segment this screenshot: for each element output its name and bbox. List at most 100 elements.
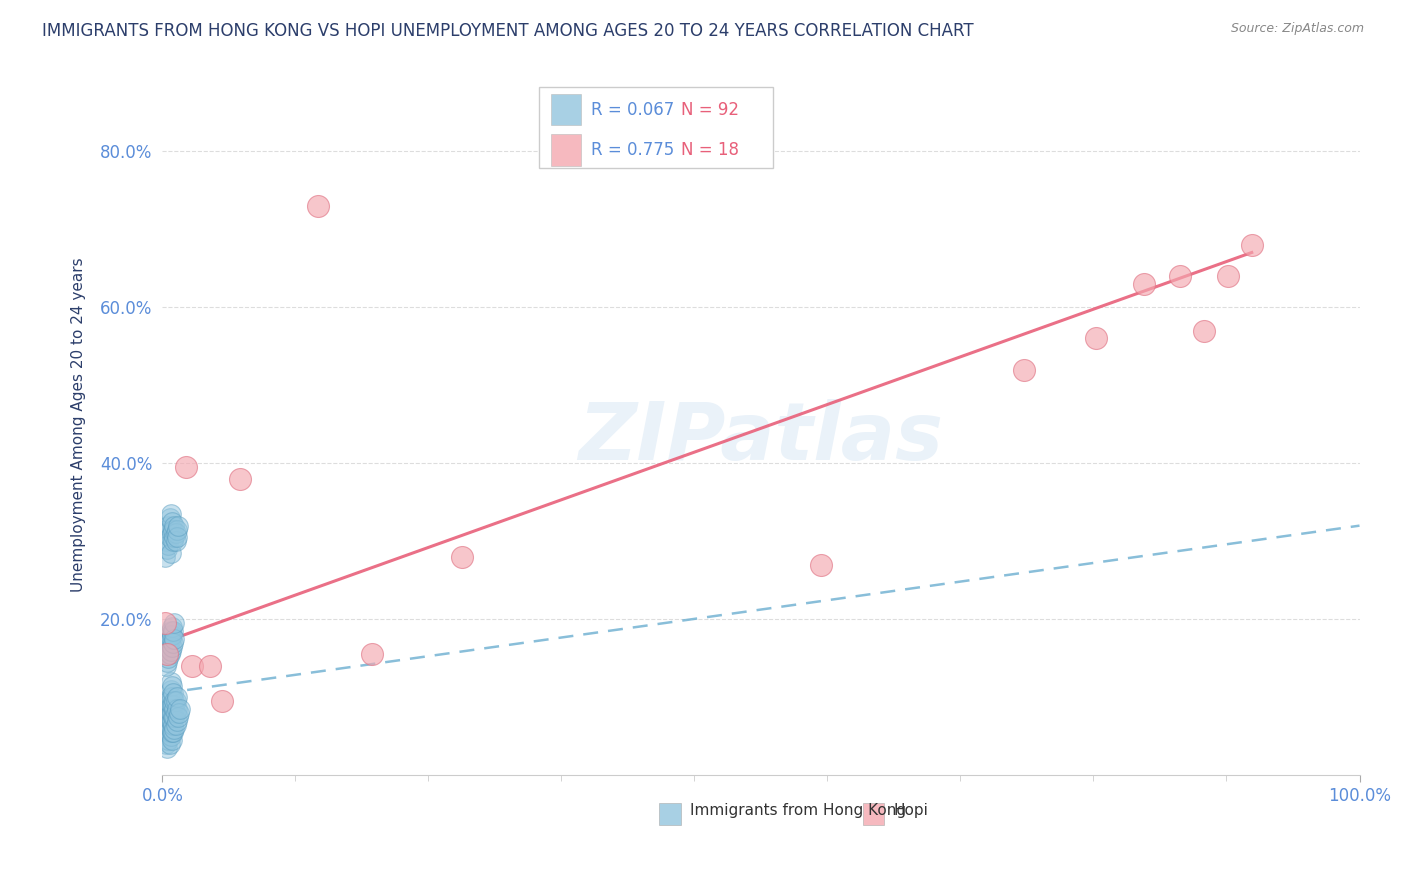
Point [159, 530, 181, 544]
Point [165, 694, 187, 708]
Point [166, 714, 188, 728]
Point [163, 616, 186, 631]
Point [155, 722, 177, 736]
Point [155, 534, 177, 549]
Point [1168, 268, 1191, 283]
Point [360, 648, 382, 662]
Point [157, 651, 180, 665]
Bar [540, 87, 773, 168]
Point [157, 733, 180, 747]
Text: N = 92: N = 92 [681, 101, 738, 119]
Point [174, 460, 197, 475]
Point [159, 737, 181, 751]
Point [156, 526, 179, 541]
Point [1014, 362, 1036, 376]
Bar [863, 804, 884, 824]
Point [160, 690, 183, 705]
Point [155, 706, 177, 720]
Point [157, 710, 180, 724]
Point [159, 690, 181, 705]
Point [211, 694, 233, 708]
Point [159, 507, 181, 521]
Point [159, 511, 181, 525]
Point [153, 549, 176, 564]
Point [159, 710, 181, 724]
Point [200, 659, 222, 673]
Point [1085, 331, 1108, 345]
Point [156, 542, 179, 557]
Point [166, 523, 188, 537]
Bar [551, 94, 581, 126]
Point [153, 616, 176, 631]
Point [165, 706, 187, 720]
Point [229, 472, 252, 486]
Point [153, 648, 176, 662]
Point [157, 694, 180, 708]
Bar [551, 134, 581, 166]
Point [165, 526, 187, 541]
Point [159, 546, 181, 560]
Point [165, 534, 187, 549]
Point [157, 717, 180, 731]
Point [160, 628, 183, 642]
Point [160, 620, 183, 634]
Point [159, 698, 181, 713]
Point [160, 725, 183, 739]
Point [163, 518, 186, 533]
Point [167, 518, 190, 533]
Point [160, 640, 183, 654]
Point [160, 698, 183, 713]
Point [167, 706, 190, 720]
Point [159, 628, 181, 642]
Point [163, 702, 186, 716]
Point [1240, 237, 1263, 252]
Point [163, 710, 186, 724]
Point [162, 523, 184, 537]
Point [156, 640, 179, 654]
Point [159, 632, 181, 646]
Point [155, 659, 177, 673]
Point [156, 698, 179, 713]
Point [159, 682, 181, 697]
Point [160, 515, 183, 529]
Bar [659, 804, 681, 824]
Text: N = 18: N = 18 [681, 141, 738, 159]
Point [159, 706, 181, 720]
Point [450, 549, 472, 564]
Point [159, 643, 181, 657]
Point [162, 725, 184, 739]
Point [156, 741, 179, 756]
Text: Hopi: Hopi [894, 803, 929, 818]
Point [155, 523, 177, 537]
Point [166, 690, 188, 705]
Point [1192, 324, 1215, 338]
Point [156, 648, 179, 662]
Point [163, 632, 186, 646]
Point [162, 698, 184, 713]
Point [155, 737, 177, 751]
Text: Immigrants from Hong Kong: Immigrants from Hong Kong [690, 803, 907, 818]
Text: ZIPatlas: ZIPatlas [578, 400, 943, 477]
Point [159, 624, 181, 638]
Point [160, 526, 183, 541]
Point [157, 538, 180, 552]
Point [156, 655, 179, 669]
Point [163, 722, 186, 736]
Point [181, 659, 204, 673]
Point [160, 714, 183, 728]
Point [159, 725, 181, 739]
Point [163, 694, 186, 708]
Point [159, 674, 181, 689]
Point [159, 722, 181, 736]
Point [159, 648, 181, 662]
Point [155, 643, 177, 657]
Point [157, 636, 180, 650]
Point [160, 679, 183, 693]
Point [810, 558, 832, 572]
Point [160, 733, 183, 747]
Point [169, 702, 191, 716]
Point [159, 714, 181, 728]
Point [163, 530, 186, 544]
Point [160, 706, 183, 720]
Point [165, 717, 187, 731]
